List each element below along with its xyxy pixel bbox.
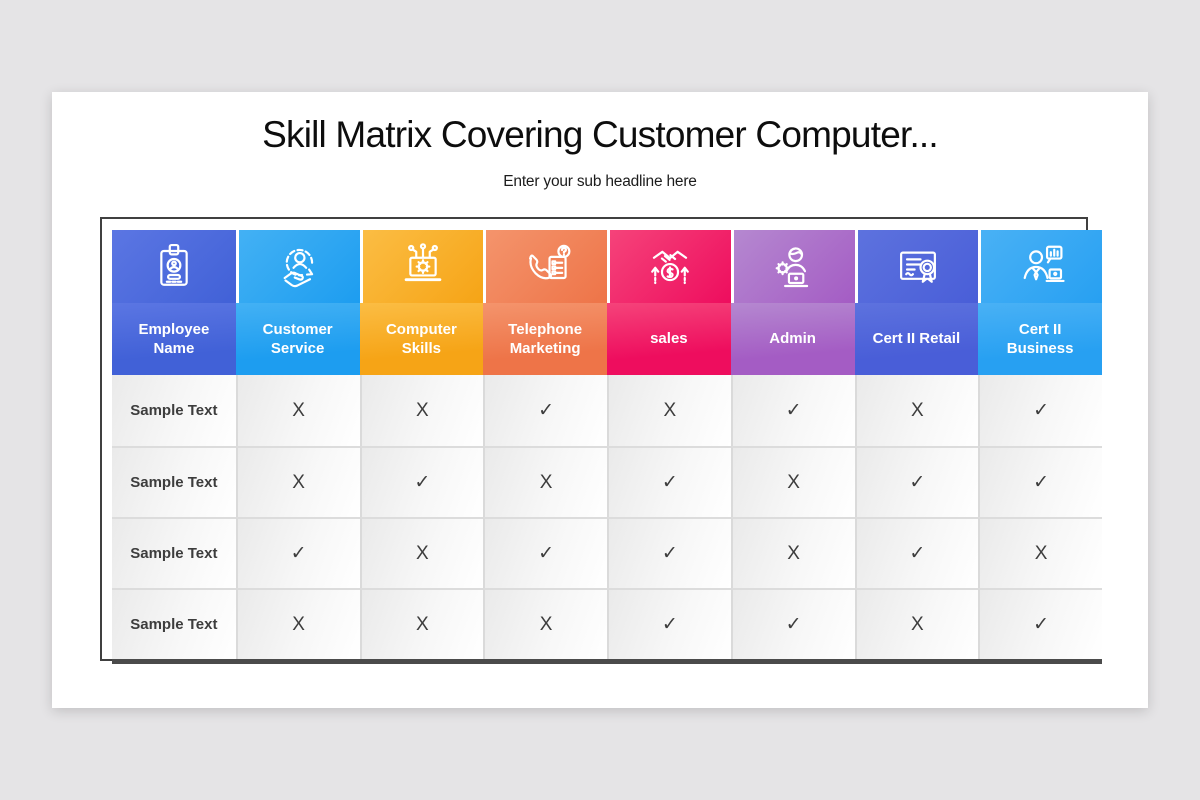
slide-canvas: Skill Matrix Covering Customer Computer.…	[52, 92, 1148, 708]
cross-mark-cell: X	[607, 375, 731, 446]
customer-service-icon	[283, 248, 314, 287]
check-mark-cell: ✓	[607, 588, 731, 659]
table-bottom-bar	[112, 659, 1102, 664]
admin-icon	[775, 246, 809, 287]
cross-mark-cell: X	[483, 446, 607, 517]
column-header-icon-cell	[733, 230, 855, 303]
cross-mark-cell: X	[359, 375, 484, 446]
employee-name-cell: Sample Text	[112, 446, 236, 517]
check-mark-cell: ✓	[607, 517, 731, 588]
page-subtitle: Enter your sub headline here	[503, 173, 697, 190]
certificate-retail-icon	[899, 251, 936, 283]
cross-mark-cell: X	[235, 375, 360, 446]
check-mark-cell: ✓	[235, 517, 360, 588]
column-header-icon-cell	[610, 230, 731, 303]
page-title: Skill Matrix Covering Customer Computer.…	[262, 114, 939, 155]
cross-mark-cell: X	[235, 588, 360, 659]
check-mark-cell: ✓	[607, 446, 731, 517]
employee-name-cell: Sample Text	[112, 375, 236, 446]
cross-mark-cell: X	[235, 446, 360, 517]
computer-skills-icon	[404, 242, 442, 281]
cross-mark-cell: X	[978, 517, 1102, 588]
check-mark-cell: ✓	[854, 517, 979, 588]
column-header-icon-cell	[238, 230, 360, 303]
employee-name-cell: Sample Text	[112, 588, 236, 659]
column-header-icon-cell	[486, 230, 607, 303]
column-header-icon-cell	[857, 230, 979, 303]
check-mark-cell: ✓	[978, 588, 1102, 659]
cross-mark-cell: X	[730, 446, 855, 517]
check-mark-cell: ✓	[359, 446, 484, 517]
check-mark-cell: ✓	[978, 446, 1102, 517]
column-header-icon-cell	[981, 230, 1102, 303]
column-header-label: sales	[607, 303, 731, 375]
sales-handshake-icon	[651, 250, 690, 284]
cross-mark-cell: X	[359, 588, 484, 659]
employee-name-cell: Sample Text	[112, 517, 236, 588]
check-mark-cell: ✓	[483, 375, 607, 446]
check-mark-cell: ✓	[483, 517, 607, 588]
telephone-marketing-icon	[528, 244, 571, 279]
column-header-label: Employee Name	[112, 303, 236, 375]
check-mark-cell: ✓	[978, 375, 1102, 446]
column-header-icon-cell	[112, 230, 236, 303]
cross-mark-cell: X	[854, 375, 979, 446]
cross-mark-cell: X	[854, 588, 979, 659]
column-header-label: Cert II Retail	[854, 303, 979, 375]
id-badge-icon	[160, 243, 188, 286]
column-header-icon-cell	[362, 230, 484, 303]
skill-matrix-table: Employee Name Customer Service Computer …	[112, 230, 1102, 659]
column-header-label: Computer Skills	[359, 303, 484, 375]
column-header-label: Cert II Business	[978, 303, 1102, 375]
column-header-label: Admin	[730, 303, 855, 375]
cross-mark-cell: X	[730, 517, 855, 588]
cross-mark-cell: X	[359, 517, 484, 588]
check-mark-cell: ✓	[730, 375, 855, 446]
cross-mark-cell: X	[483, 588, 607, 659]
check-mark-cell: ✓	[854, 446, 979, 517]
column-header-label: Telephone Marketing	[483, 303, 607, 375]
column-header-label: Customer Service	[235, 303, 360, 375]
certificate-business-icon	[1023, 245, 1065, 282]
check-mark-cell: ✓	[730, 588, 855, 659]
